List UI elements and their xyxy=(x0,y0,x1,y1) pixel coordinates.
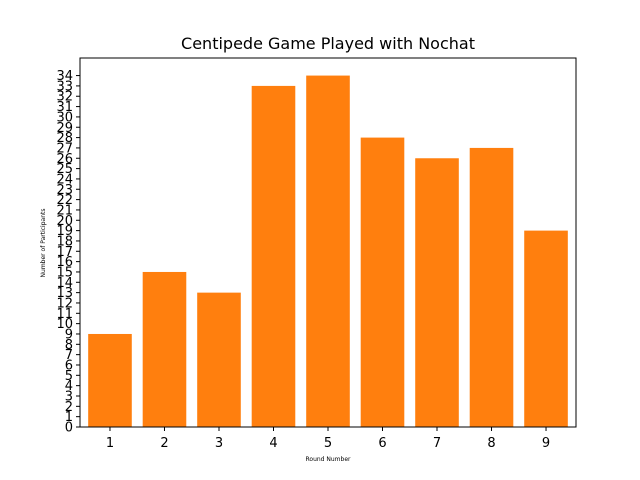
y-tick-label: 20 xyxy=(56,214,73,229)
y-tick-label: 28 xyxy=(56,131,73,146)
y-tick-label: 24 xyxy=(56,172,73,187)
y-tick-label: 32 xyxy=(56,90,73,105)
y-tick-label: 21 xyxy=(56,203,73,218)
x-tick-label: 3 xyxy=(215,436,223,451)
y-tick-label: 10 xyxy=(56,317,73,332)
y-tick-label: 18 xyxy=(56,234,73,249)
x-tick-label: 8 xyxy=(487,436,495,451)
y-tick-label: 14 xyxy=(56,276,73,291)
y-axis: 0123456789101112131415161718192021222324… xyxy=(56,69,80,436)
bar-5 xyxy=(306,75,350,427)
x-tick-label: 9 xyxy=(542,436,550,451)
y-tick-label: 15 xyxy=(56,265,73,280)
bar-9 xyxy=(524,230,568,427)
y-tick-label: 17 xyxy=(56,245,73,260)
y-tick-label: 27 xyxy=(56,141,73,156)
y-tick-label: 26 xyxy=(56,152,73,167)
x-tick-label: 7 xyxy=(433,436,441,451)
y-tick-label: 8 xyxy=(65,338,73,353)
y-tick-label: 13 xyxy=(56,286,73,301)
y-tick-label: 5 xyxy=(65,369,73,384)
x-axis: 1 2 3 4 5 6 7 8 9 xyxy=(106,427,550,451)
y-tick-label: 25 xyxy=(56,162,73,177)
y-tick-label: 4 xyxy=(65,379,73,394)
x-tick-label: 1 xyxy=(106,436,114,451)
bar-3 xyxy=(197,292,241,427)
x-axis-label: Round Number xyxy=(306,456,352,463)
y-axis-label: Number of Participants xyxy=(40,209,47,278)
y-tick-label: 34 xyxy=(56,69,73,84)
bars-group xyxy=(88,75,568,428)
y-tick-label: 0 xyxy=(65,421,73,436)
x-tick-label: 5 xyxy=(324,436,332,451)
bar-4 xyxy=(251,85,296,427)
y-tick-label: 12 xyxy=(56,296,73,311)
y-tick-label: 31 xyxy=(56,100,73,115)
y-tick-label: 30 xyxy=(56,110,73,125)
bar-7 xyxy=(415,158,459,427)
y-tick-label: 33 xyxy=(56,79,73,94)
x-tick-label: 2 xyxy=(160,436,168,451)
bar-2 xyxy=(142,271,187,427)
y-tick-label: 29 xyxy=(56,121,73,136)
y-tick-label: 16 xyxy=(56,255,73,270)
y-tick-label: 11 xyxy=(56,307,73,322)
y-tick-label: 9 xyxy=(65,327,73,342)
x-tick-label: 4 xyxy=(269,436,277,451)
x-tick-label: 6 xyxy=(378,436,386,451)
y-tick-label: 22 xyxy=(56,193,73,208)
y-tick-label: 6 xyxy=(65,358,73,373)
bar-1 xyxy=(88,333,132,427)
y-tick-label: 23 xyxy=(56,183,73,198)
y-tick-label: 1 xyxy=(65,410,73,425)
y-tick-label: 7 xyxy=(65,348,73,363)
y-tick-label: 2 xyxy=(65,400,73,415)
y-tick-label: 19 xyxy=(56,224,73,239)
bar-6 xyxy=(360,137,405,427)
bar-8 xyxy=(469,147,514,428)
y-tick-label: 3 xyxy=(65,389,73,404)
chart-title: Centipede Game Played with Nochat xyxy=(181,34,475,53)
